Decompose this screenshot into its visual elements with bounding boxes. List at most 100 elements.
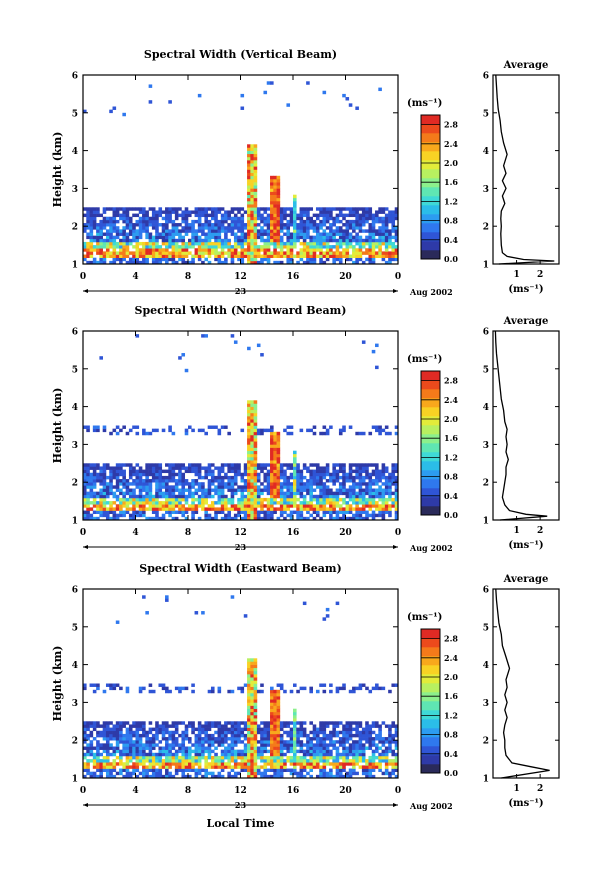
- heatmap-cell: [381, 475, 386, 480]
- heatmap-cell: [358, 755, 363, 760]
- heatmap-cell: [256, 497, 261, 502]
- heatmap-cell: [381, 463, 386, 467]
- heatmap-cell: [250, 251, 254, 255]
- heatmap-cell: [155, 497, 159, 502]
- heatmap-cell: [119, 241, 123, 246]
- heatmap-cell: [306, 81, 310, 85]
- heatmap-cell: [384, 251, 389, 255]
- heatmap-cell: [394, 730, 399, 735]
- heatmap-cell: [378, 241, 382, 246]
- heatmap-cell: [273, 692, 277, 697]
- heatmap-cell: [151, 746, 156, 750]
- heatmap-cell: [329, 254, 333, 258]
- heatmap-cell: [256, 254, 261, 258]
- y-tick-label: 1: [72, 517, 78, 527]
- heatmap-cell: [188, 226, 192, 230]
- day-label: 23: [235, 800, 247, 810]
- heatmap-cell: [391, 463, 396, 467]
- heatmap-cell: [279, 513, 284, 518]
- heatmap-cell: [112, 746, 117, 750]
- heatmap-cell: [247, 733, 251, 738]
- heatmap-cell: [247, 419, 251, 423]
- y-tick-label: 4: [72, 147, 78, 157]
- heatmap-cell: [207, 223, 212, 227]
- heatmap-cell: [371, 219, 376, 224]
- heatmap-cell: [296, 749, 300, 754]
- heatmap-cell: [345, 475, 350, 480]
- heatmap-cell: [270, 733, 274, 738]
- heatmap-cell: [168, 510, 172, 514]
- heatmap-cell: [335, 472, 340, 477]
- heatmap-cell: [142, 721, 146, 725]
- heatmap-cell: [112, 210, 117, 214]
- heatmap-cell: [375, 469, 379, 474]
- heatmap-cell: [181, 721, 186, 725]
- heatmap-cell: [158, 472, 163, 477]
- heatmap-cell: [197, 497, 202, 502]
- colorbar-tick-label: 0.8: [444, 216, 458, 226]
- heatmap-cell: [322, 235, 327, 240]
- heatmap-cell: [119, 251, 123, 255]
- heatmap-cell: [273, 475, 277, 480]
- heatmap-cell: [174, 737, 179, 741]
- heatmap-cell: [270, 438, 274, 442]
- heatmap-cell: [338, 774, 343, 779]
- heatmap-cell: [253, 156, 258, 161]
- heatmap-cell: [191, 749, 195, 754]
- heatmap-cell: [224, 721, 228, 725]
- heatmap-cell: [368, 216, 373, 221]
- heatmap-cell: [378, 730, 382, 735]
- heatmap-cell: [299, 257, 304, 262]
- heatmap-cell: [381, 472, 386, 477]
- heatmap-cell: [243, 504, 248, 508]
- heatmap-cell: [105, 223, 110, 227]
- heatmap-cell: [361, 238, 366, 243]
- heatmap-cell: [296, 497, 300, 502]
- heatmap-cell: [109, 737, 113, 741]
- heatmap-cell: [191, 260, 195, 265]
- heatmap-cell: [201, 251, 205, 255]
- heatmap-cell: [338, 686, 343, 691]
- heatmap-cell: [355, 106, 359, 110]
- heatmap-cell: [273, 771, 277, 776]
- heatmap-cell: [92, 491, 97, 496]
- heatmap-cell: [270, 431, 274, 436]
- heatmap-cell: [279, 254, 284, 258]
- heatmap-cell: [233, 774, 238, 779]
- heatmap-cell: [296, 513, 300, 518]
- heatmap-cell: [325, 213, 330, 218]
- heatmap-cell: [220, 740, 225, 744]
- heatmap-cell: [263, 254, 268, 258]
- heatmap-cell: [178, 232, 182, 236]
- heatmap-cell: [96, 235, 100, 240]
- heatmap-cell: [355, 232, 359, 236]
- y-tick-label: 2: [72, 479, 78, 489]
- heatmap-cell: [148, 216, 153, 221]
- x-tick-label: 8: [185, 272, 191, 282]
- heatmap-cell: [174, 213, 179, 218]
- heatmap-cell: [325, 749, 330, 754]
- heatmap-cell: [276, 765, 281, 769]
- heatmap-cell: [253, 479, 258, 483]
- heatmap-cell: [388, 510, 392, 514]
- heatmap-cell: [296, 229, 300, 233]
- heatmap-cell: [142, 501, 146, 505]
- profile-y-tick-label: 2: [483, 737, 489, 747]
- heatmap-cell: [204, 226, 208, 230]
- heatmap-cell: [270, 235, 274, 240]
- heatmap-cell: [286, 743, 291, 747]
- heatmap-cell: [352, 475, 356, 480]
- heatmap-cell: [306, 226, 310, 230]
- heatmap-cell: [345, 472, 350, 477]
- heatmap-cell: [309, 507, 313, 511]
- heatmap-cell: [237, 740, 241, 744]
- heatmap-cell: [322, 774, 327, 779]
- heatmap-cell: [332, 504, 336, 508]
- heatmap-cell: [352, 491, 356, 496]
- heatmap-cell: [256, 768, 261, 772]
- heatmap-cell: [105, 251, 110, 255]
- heatmap-cell: [184, 368, 189, 373]
- heatmap-cell: [132, 507, 136, 511]
- heatmap-cell: [210, 686, 215, 691]
- heatmap-cell: [325, 251, 330, 255]
